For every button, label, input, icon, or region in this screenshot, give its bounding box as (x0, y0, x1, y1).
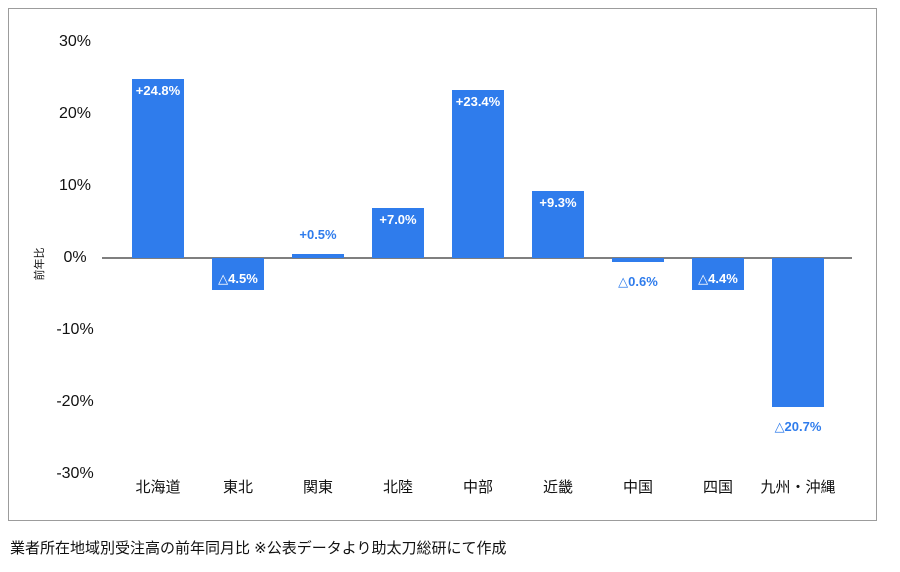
bar-chugoku (612, 258, 664, 263)
bar-value-label-chugoku: △0.6% (618, 274, 658, 290)
x-category-label-chubu: 中部 (462, 479, 493, 496)
bar-value-label-chubu: +23.4% (455, 93, 501, 109)
bar-shikoku (692, 258, 744, 290)
bar-kanto (292, 254, 344, 258)
x-category-label-kanto: 関東 (302, 479, 333, 496)
x-category-label-chugoku: 中国 (622, 479, 653, 496)
bar-value-label-hokuriku: +7.0% (379, 211, 417, 227)
y-tick-label--20pct: -20% (56, 393, 94, 410)
chart-frame: 前年比 30% 20% 10% 0% -10% -20% -30% +24.8% 北海道 △4.5… (8, 8, 877, 521)
x-category-label-hokkaido: 北海道 (135, 479, 181, 496)
y-tick-label-20pct: 20% (58, 105, 92, 122)
chart-caption: 業者所在地域別受注高の前年同月比 ※公表データより助太刀総研にて作成 (10, 540, 507, 557)
y-tick-label-0pct: 0% (63, 249, 87, 266)
x-category-label-hokuriku: 北陸 (382, 479, 413, 496)
bar-value-label-kinki: +9.3% (539, 195, 577, 210)
x-category-label-shikoku: 四国 (702, 479, 733, 496)
y-tick-label--10pct: -10% (56, 321, 94, 338)
y-tick-label-30pct: 30% (58, 33, 92, 50)
bar-value-label-kanto: +0.5% (299, 227, 337, 243)
bar-value-label-kyushu-okinawa: △20.7% (774, 419, 822, 434)
bar-chubu (452, 89, 504, 258)
x-category-label-kyushu-okinawa: 九州・沖縄 (760, 479, 836, 496)
x-category-label-kinki: 近畿 (542, 479, 573, 496)
bar-kinki (532, 191, 584, 258)
bar-value-label-shikoku: △4.4% (698, 270, 738, 286)
bar-value-label-hokkaido: +24.8% (135, 83, 181, 99)
y-tick-label-10pct: 10% (58, 177, 92, 194)
bar-value-label-tohoku: △4.5% (218, 271, 258, 287)
zero-axis-line (102, 257, 852, 259)
y-tick-label--30pct: -30% (56, 465, 94, 482)
x-category-label-tohoku: 東北 (222, 479, 253, 496)
bar-hokkaido (132, 79, 184, 258)
bar-hokuriku (372, 207, 424, 258)
bar-kyushu-okinawa (772, 258, 824, 407)
bar-tohoku (212, 258, 264, 291)
